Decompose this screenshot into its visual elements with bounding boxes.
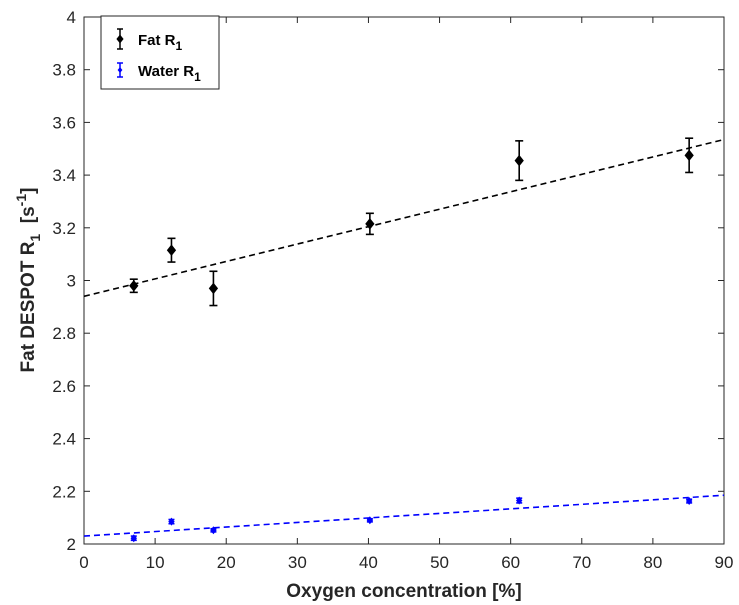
- point-water: [685, 497, 693, 506]
- fit-lines: [83, 138, 725, 537]
- data-marks: [129, 137, 694, 543]
- y-axis-title-sup: -1: [13, 194, 29, 207]
- point-fat: [208, 270, 219, 307]
- marker-fat: [684, 149, 694, 162]
- x-tick-label: 80: [643, 553, 662, 572]
- y-tick-label: 2: [67, 535, 76, 554]
- y-tick-label: 2.2: [52, 482, 76, 501]
- legend-symbol-fat: [116, 28, 124, 50]
- point-fat: [684, 137, 694, 174]
- point-water: [130, 534, 137, 543]
- x-axis-title: Oxygen concentration [%]: [286, 581, 521, 602]
- x-tick-label: 20: [217, 553, 236, 572]
- plot-area: [83, 16, 725, 545]
- y-tick-label: 2.6: [52, 377, 76, 396]
- legend: Fat R1 Water R1: [100, 15, 220, 90]
- x-tick-label: 40: [359, 553, 378, 572]
- marker-water: [366, 516, 374, 525]
- y-tick-label: 3: [67, 272, 76, 291]
- y-tick-label: 3.4: [52, 166, 76, 185]
- x-tick-label: 30: [288, 553, 307, 572]
- point-fat: [514, 140, 524, 182]
- marker-fat: [365, 218, 375, 230]
- y-axis-title-unit: [s: [18, 206, 39, 233]
- axis-ticks: [83, 16, 725, 545]
- legend-marker-fat: [116, 34, 124, 44]
- point-water: [210, 526, 217, 535]
- legend-label-water: Water R1: [138, 63, 201, 84]
- marker-fat: [166, 244, 177, 256]
- x-tick-label: 50: [430, 553, 449, 572]
- legend-label-fat-main: Fat R: [138, 32, 176, 49]
- y-tick-label: 3.8: [52, 61, 76, 80]
- legend-label-water-sub: 1: [194, 70, 201, 84]
- y-tick-label: 3.2: [52, 219, 76, 238]
- y-axis-title-sub: 1: [27, 234, 43, 242]
- legend-label-fat: Fat R1: [138, 32, 183, 53]
- x-tick-label: 10: [146, 553, 165, 572]
- point-fat: [365, 212, 375, 236]
- legend-entry-fat: Fat R1: [116, 28, 183, 53]
- x-tick-label: 0: [79, 553, 88, 572]
- y-tick-labels: 2 2.2 2.4 2.6 2.8 3 3.2 3.4 3.6 3.8 4: [52, 8, 76, 554]
- y-axis-title-main: Fat DESPOT R: [18, 241, 39, 372]
- legend-label-fat-sub: 1: [176, 39, 183, 53]
- marker-water: [515, 496, 523, 505]
- point-water: [366, 516, 374, 525]
- y-tick-label: 2.4: [52, 430, 76, 449]
- x-tick-labels: 0 10 20 30 40 50 60 70 80 90: [79, 553, 733, 572]
- y-tick-label: 3.6: [52, 113, 76, 132]
- y-axis-title: Fat DESPOT R1 [s-1]: [13, 188, 43, 373]
- marker-fat: [208, 282, 219, 295]
- marker-water: [210, 526, 217, 535]
- x-tick-label: 70: [572, 553, 591, 572]
- y-tick-label: 2.8: [52, 324, 76, 343]
- point-fat: [129, 278, 139, 294]
- y-axis-title-close: ]: [18, 188, 39, 194]
- legend-label-water-main: Water R: [138, 63, 194, 80]
- marker-water: [685, 497, 693, 506]
- y-tick-label: 4: [67, 8, 76, 27]
- point-fat: [166, 237, 177, 263]
- marker-water: [130, 534, 137, 543]
- marker-fat: [129, 279, 139, 292]
- point-water: [168, 517, 175, 526]
- marker-fat: [514, 154, 524, 167]
- x-tick-label: 60: [501, 553, 520, 572]
- marker-water: [168, 517, 175, 526]
- legend-symbol-water: [117, 62, 123, 78]
- legend-marker-water: [117, 67, 123, 73]
- point-water: [515, 496, 523, 505]
- fit-line-water: [83, 494, 725, 537]
- legend-entry-water: Water R1: [117, 62, 201, 84]
- x-tick-label: 90: [715, 553, 734, 572]
